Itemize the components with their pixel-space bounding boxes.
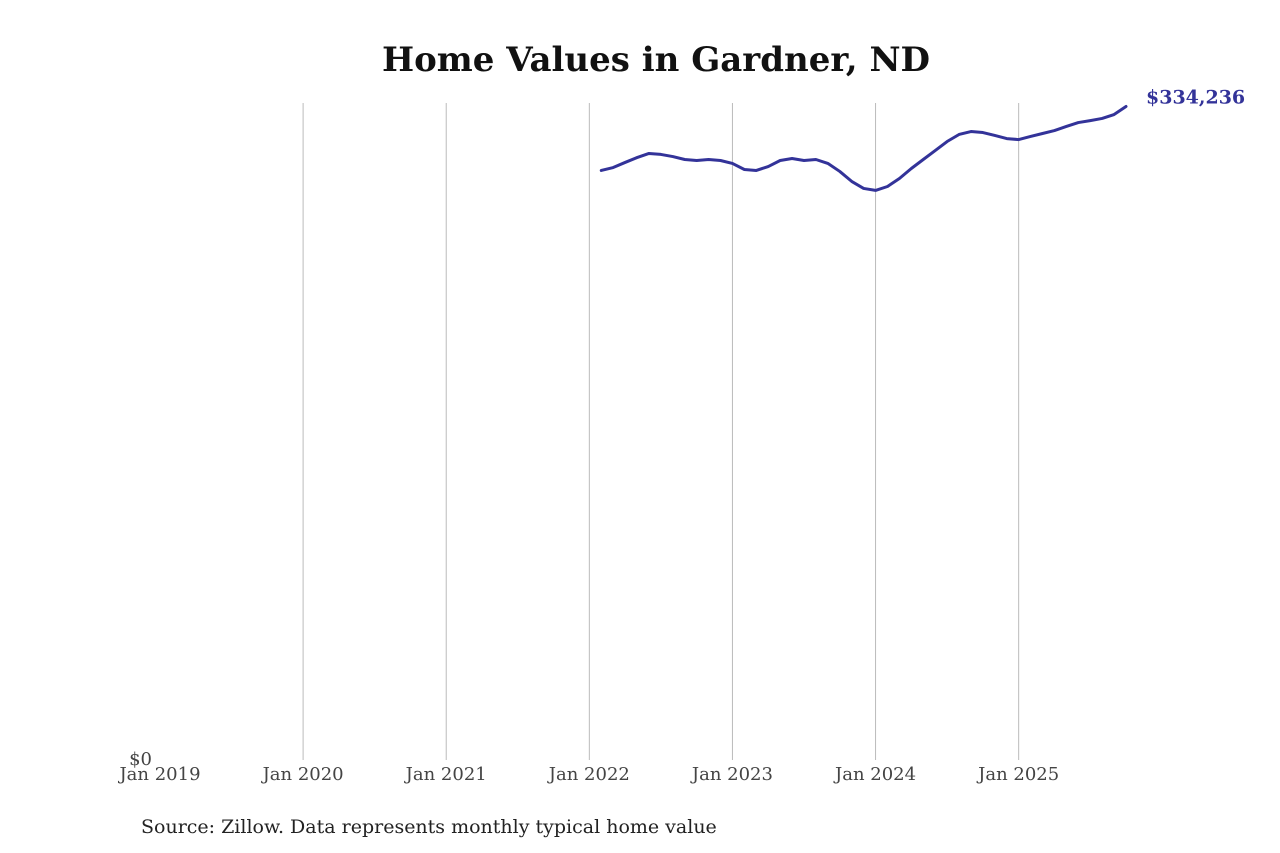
- x-tick-label: Jan 2019: [117, 764, 200, 785]
- x-tick-label: Jan 2025: [976, 764, 1059, 785]
- y-tick-label: $0: [129, 749, 152, 770]
- x-tick-label: Jan 2022: [547, 764, 630, 785]
- series-line: [599, 104, 1128, 192]
- x-tick-label: Jan 2023: [690, 764, 773, 785]
- source-note: Source: Zillow. Data represents monthly …: [141, 816, 717, 838]
- x-tick-label: Jan 2024: [833, 764, 916, 785]
- chart-title: Home Values in Gardner, ND: [382, 40, 930, 80]
- x-tick-label: Jan 2020: [261, 764, 344, 785]
- x-tick-label: Jan 2021: [404, 764, 487, 785]
- value-label: $334,236: [1146, 86, 1245, 108]
